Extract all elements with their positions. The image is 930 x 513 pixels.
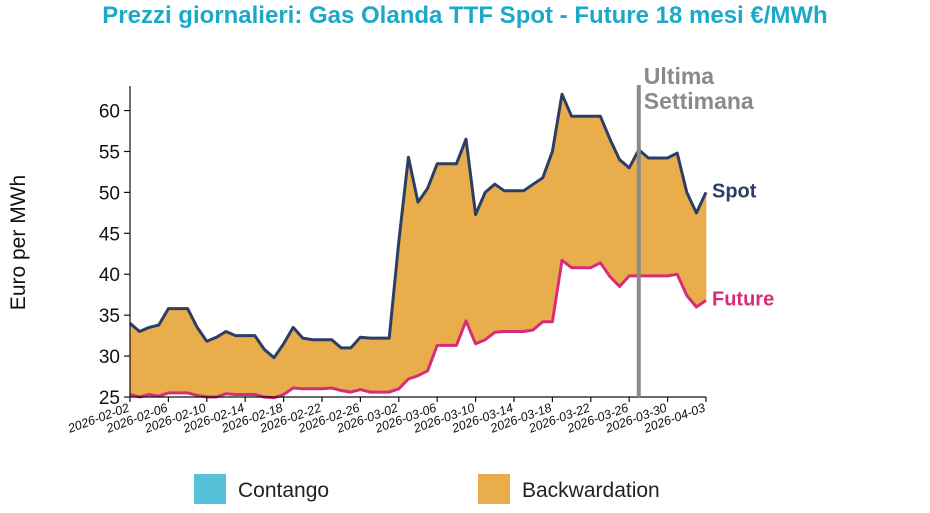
backwardation-area bbox=[206, 336, 217, 398]
backwardation-area bbox=[312, 339, 323, 390]
chart-title: Prezzi giornalieri: Gas Olanda TTF Spot … bbox=[102, 2, 828, 29]
y-tick-label: 35 bbox=[99, 306, 120, 327]
series-line-future bbox=[129, 258, 707, 400]
backwardation-area bbox=[648, 157, 659, 277]
backwardation-area bbox=[168, 308, 179, 394]
backwardation-area bbox=[619, 159, 630, 288]
backwardation-area bbox=[139, 326, 150, 398]
backwardation-area bbox=[302, 337, 313, 390]
series-line-spot bbox=[129, 92, 708, 360]
backwardation-area bbox=[436, 163, 448, 346]
legend-swatch-contango bbox=[194, 474, 226, 504]
annotation-line2: Settimana bbox=[644, 88, 754, 114]
series-label-future: Future bbox=[712, 288, 774, 310]
backwardation-area bbox=[417, 187, 428, 377]
backwardation-area bbox=[340, 347, 352, 393]
backwardation-area bbox=[571, 115, 582, 268]
y-tick-label: 50 bbox=[99, 183, 120, 204]
backwardation-area bbox=[225, 331, 236, 395]
backwardation-area bbox=[427, 163, 438, 371]
backwardation-area bbox=[657, 157, 668, 277]
y-tick-label: 55 bbox=[99, 142, 120, 163]
series-label-spot: Spot bbox=[712, 180, 757, 202]
backwardation-area bbox=[667, 152, 678, 277]
backwardation-area bbox=[369, 337, 380, 393]
backwardation-area bbox=[484, 183, 496, 341]
backwardation-area bbox=[379, 337, 390, 393]
backwardation-area bbox=[513, 190, 524, 332]
backwardation-area bbox=[475, 192, 486, 345]
series-lines: Spot Future bbox=[129, 92, 774, 400]
backwardation-area bbox=[235, 335, 246, 395]
backwardation-area bbox=[609, 139, 620, 288]
y-tick-label: 30 bbox=[99, 347, 120, 368]
legend-label-backwardation: Backwardation bbox=[522, 479, 660, 502]
annotation-line1: Ultima bbox=[644, 63, 715, 89]
legend-label-contango: Contango bbox=[238, 479, 329, 502]
y-tick-label: 60 bbox=[99, 102, 120, 123]
backwardation-area bbox=[216, 330, 227, 398]
y-tick-label: 25 bbox=[99, 388, 120, 409]
backwardation-area bbox=[177, 308, 188, 394]
backwardation-area bbox=[580, 115, 592, 268]
backwardation-area bbox=[360, 336, 371, 393]
y-tick-label: 45 bbox=[99, 224, 120, 245]
backwardation-area bbox=[129, 322, 140, 398]
y-tick-label: 40 bbox=[99, 265, 120, 286]
backwardation-area bbox=[532, 177, 544, 331]
backwardation-area bbox=[523, 183, 534, 332]
backwardation-area bbox=[321, 339, 332, 390]
backwardation-area bbox=[561, 94, 572, 269]
backwardation-area bbox=[494, 183, 505, 333]
backwardation-area bbox=[504, 190, 515, 332]
backwardation-area bbox=[590, 115, 601, 269]
backwardation-area bbox=[446, 163, 457, 346]
backwardation-area bbox=[456, 139, 467, 346]
legend-swatch-backwardation bbox=[478, 474, 510, 504]
backwardation-area bbox=[600, 116, 611, 278]
legend: Contango Backwardation bbox=[194, 474, 660, 504]
backwardation-area bbox=[148, 324, 160, 397]
backwardation-area bbox=[244, 335, 256, 395]
area-fills bbox=[129, 94, 707, 399]
y-axis-label: Euro per MWh bbox=[7, 175, 30, 310]
